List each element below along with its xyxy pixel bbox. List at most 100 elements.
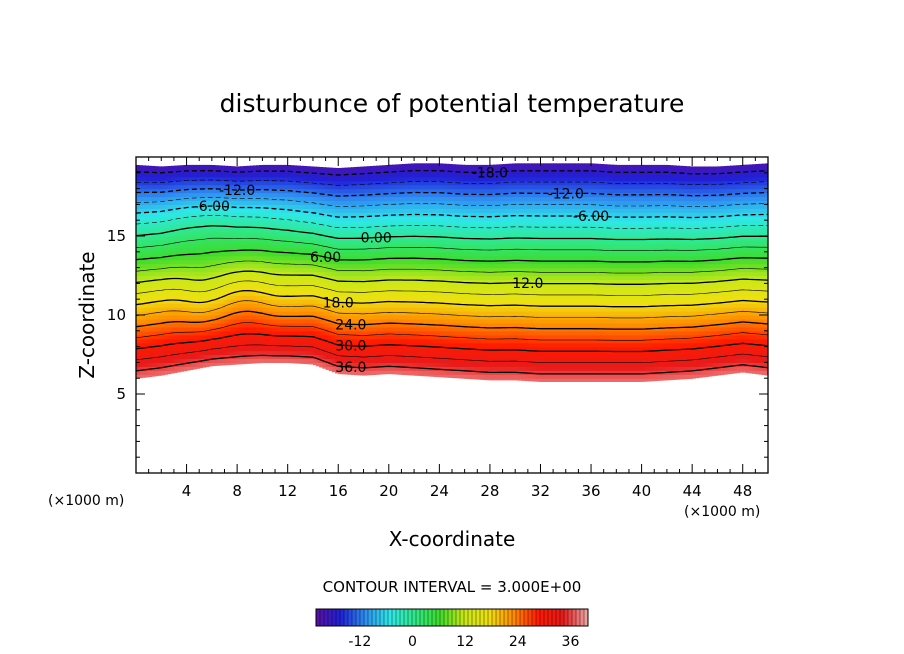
field-cell — [265, 311, 270, 316]
field-cell — [354, 370, 358, 375]
field-cell — [429, 358, 434, 363]
field-cell — [180, 176, 184, 182]
field-cell — [139, 200, 143, 205]
field-cell — [237, 166, 241, 170]
field-cell — [401, 315, 406, 320]
field-cell — [357, 172, 361, 178]
field-cell — [139, 291, 143, 296]
field-cell — [218, 322, 222, 328]
field-cell — [183, 271, 188, 277]
field-cell — [167, 239, 172, 245]
field-cell — [404, 303, 409, 308]
field-cell — [230, 287, 235, 292]
field-cell — [196, 299, 200, 304]
field-cell — [407, 291, 412, 296]
field-cell — [275, 188, 279, 194]
field-cell — [246, 362, 251, 364]
field-cell — [373, 263, 377, 269]
field-cell — [278, 228, 282, 233]
field-cell — [262, 180, 267, 186]
field-cell — [151, 342, 156, 348]
field-cell — [259, 299, 263, 304]
field-cell — [420, 188, 425, 194]
field-cell — [139, 196, 143, 202]
field-cell — [221, 275, 226, 281]
field-cell — [252, 326, 257, 332]
field-cell — [281, 180, 286, 186]
field-cell — [395, 208, 399, 213]
field-cell — [167, 200, 172, 205]
field-cell — [401, 338, 406, 344]
field-cell — [376, 168, 380, 174]
field-cell — [139, 239, 143, 245]
field-cell — [417, 220, 421, 225]
field-cell — [360, 255, 365, 261]
field-cell — [252, 180, 257, 186]
field-cell — [170, 366, 175, 371]
field-cell — [230, 172, 235, 178]
field-cell — [347, 168, 352, 174]
field-cell — [252, 251, 257, 257]
field-cell — [227, 220, 232, 225]
field-cell — [259, 263, 263, 269]
field-cell — [154, 346, 159, 352]
field-cell — [177, 165, 181, 170]
field-cell — [366, 247, 371, 253]
field-cell — [407, 326, 412, 332]
field-cell — [278, 267, 282, 273]
field-cell — [262, 164, 267, 170]
field-cell — [180, 247, 184, 253]
field-cell — [142, 255, 147, 261]
field-cell — [136, 180, 140, 186]
field-cell — [398, 354, 403, 360]
field-cell — [158, 267, 162, 273]
field-cell — [347, 259, 352, 265]
field-cell — [303, 330, 308, 336]
field-cell — [221, 279, 226, 284]
field-cell — [208, 342, 213, 348]
field-cell — [309, 239, 314, 245]
field-cell — [211, 295, 216, 300]
field-cell — [151, 330, 156, 336]
field-cell — [211, 184, 216, 190]
field-cell — [391, 370, 396, 375]
field-cell — [369, 287, 374, 292]
field-cell — [297, 311, 301, 316]
field-cell — [290, 307, 295, 312]
field-cell — [344, 370, 349, 375]
field-cell — [180, 232, 184, 237]
field-cell — [237, 342, 241, 348]
field-cell — [224, 279, 229, 284]
field-cell — [186, 346, 191, 352]
field-cell — [170, 334, 175, 340]
field-cell — [199, 354, 203, 360]
field-cell — [199, 322, 203, 328]
field-cell — [227, 326, 232, 332]
field-cell — [306, 330, 311, 336]
field-cell — [240, 346, 245, 352]
field-cell — [382, 232, 387, 237]
field-cell — [230, 330, 235, 336]
field-cell — [410, 163, 415, 166]
field-cell — [360, 370, 365, 375]
field-cell — [180, 239, 184, 245]
field-cell — [414, 267, 418, 273]
field-cell — [426, 338, 431, 344]
field-cell — [395, 176, 399, 182]
field-cell — [303, 307, 308, 312]
field-cell — [284, 318, 289, 324]
field-cell — [433, 208, 437, 213]
field-cell — [145, 176, 150, 182]
field-cell — [154, 216, 159, 221]
field-cell — [161, 168, 166, 174]
field-cell — [192, 271, 197, 277]
field-cell — [417, 243, 421, 249]
field-cell — [325, 311, 330, 316]
field-cell — [145, 168, 150, 174]
field-cell — [341, 180, 346, 186]
field-cell — [278, 330, 282, 336]
field-cell — [429, 354, 434, 360]
field-cell — [373, 239, 377, 245]
field-cell — [252, 236, 257, 241]
field-cell — [170, 350, 175, 356]
